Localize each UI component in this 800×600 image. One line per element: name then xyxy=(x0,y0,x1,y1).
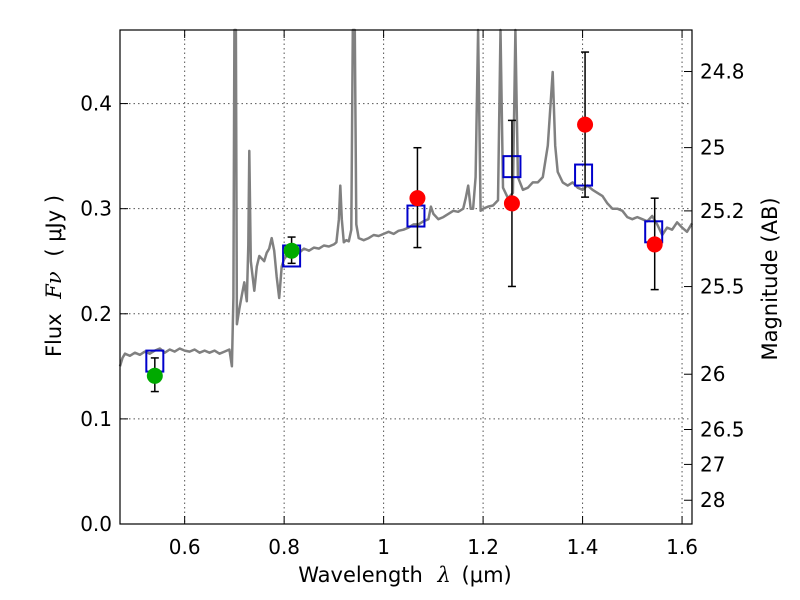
y-tick-label: 0.2 xyxy=(80,302,112,326)
magnitude-tick-label: 25.5 xyxy=(700,275,745,299)
y-axis-label: Flux Fν ( μJy ) xyxy=(42,195,66,357)
observed-photometry-series xyxy=(146,116,663,384)
x-axis-label-symbol: λ xyxy=(437,563,451,587)
spectrum-series xyxy=(118,28,694,368)
x-axis-label-text: Wavelength xyxy=(298,563,423,587)
observed-photometry-point xyxy=(146,367,163,384)
magnitude-axis-label: Magnitude (AB) xyxy=(758,197,782,360)
y-axis-label-text: Flux xyxy=(42,313,66,357)
magnitude-tick-label: 27 xyxy=(700,452,725,476)
y-tick-label: 0.1 xyxy=(80,407,112,431)
x-tick-label: 0.8 xyxy=(268,535,300,559)
observed-photometry-point xyxy=(646,236,663,253)
model-photometry-square xyxy=(574,163,594,187)
observed-photometry-point xyxy=(409,190,426,207)
y-tick-label: 0.4 xyxy=(80,92,112,116)
magnitude-tick-label: 25 xyxy=(700,136,725,160)
y-tick-label: 0.3 xyxy=(80,197,112,221)
errorbar-series xyxy=(150,51,659,393)
magnitude-tick-label: 28 xyxy=(700,488,725,512)
grid xyxy=(120,30,692,524)
magnitude-tick-label: 26.5 xyxy=(700,418,745,442)
plot-frame xyxy=(119,29,693,525)
magnitude-tick-label: 25.2 xyxy=(700,199,745,223)
observed-photometry-point xyxy=(577,116,594,133)
x-tick-label: 1.2 xyxy=(467,535,499,559)
y-axis-label-symbol: Fν xyxy=(42,271,66,300)
x-tick-label: 1.4 xyxy=(567,535,599,559)
ticks: 0.6 0.8 1 1.2 1.4 1.6 0.0 0.1 0.2 0.3 0.4 24.8 25 25.… xyxy=(80,30,745,559)
magnitude-tick-label: 24.8 xyxy=(700,60,745,84)
y-tick-label: 0.0 xyxy=(80,512,112,536)
x-tick-label: 1 xyxy=(377,535,390,559)
x-axis-label: Wavelength λ (μm) xyxy=(298,563,511,587)
observed-photometry-point xyxy=(283,242,300,259)
x-tick-label: 0.6 xyxy=(169,535,201,559)
observed-photometry-point xyxy=(503,195,520,212)
spectrum-line xyxy=(118,28,694,368)
magnitude-tick-label: 26 xyxy=(700,362,725,386)
x-axis-label-unit: (μm) xyxy=(462,563,512,587)
y-axis-label-unit: ( μJy ) xyxy=(42,195,66,257)
x-tick-label: 1.6 xyxy=(666,535,698,559)
